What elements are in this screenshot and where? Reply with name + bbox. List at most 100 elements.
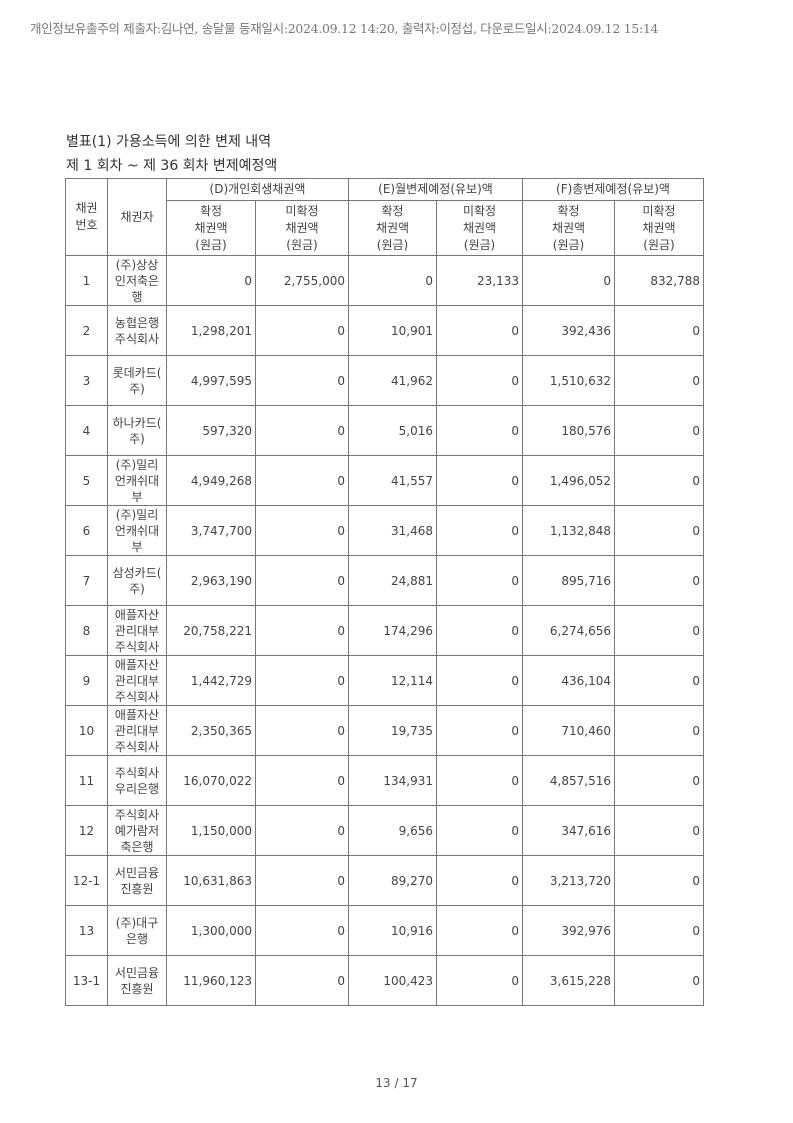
- creditor-number-cell: 6: [65, 505, 108, 556]
- creditor-name-cell: 농협은행 주식회사: [107, 305, 167, 356]
- amount-cell: 710,460: [522, 705, 615, 756]
- amount-cell: 0: [614, 605, 704, 656]
- amount-cell: 0: [436, 755, 523, 806]
- amount-cell: 0: [614, 705, 704, 756]
- creditor-name-cell: 하나카드( 주): [107, 405, 167, 456]
- creditor-name-cell: 롯데카드( 주): [107, 355, 167, 406]
- header-group-e: (E)월변제예정(유보)액: [348, 178, 523, 201]
- amount-cell: 180,576: [522, 405, 615, 456]
- amount-cell: 436,104: [522, 655, 615, 706]
- creditor-number-cell: 13: [65, 905, 108, 956]
- creditor-name-cell: (주)밀리 언캐쉬대 부: [107, 505, 167, 556]
- header-creditor: 채권자: [107, 178, 167, 256]
- amount-cell: 0: [348, 255, 437, 306]
- creditor-number-cell: 8: [65, 605, 108, 656]
- amount-cell: 0: [436, 905, 523, 956]
- amount-cell: 0: [614, 455, 704, 506]
- amount-cell: 0: [255, 855, 349, 906]
- amount-cell: 597,320: [166, 405, 256, 456]
- amount-cell: 4,997,595: [166, 355, 256, 406]
- amount-cell: 0: [614, 355, 704, 406]
- table-row: 10 애플자산 관리대부 주식회사 2,350,365 0 19,735 0 710,460…: [65, 705, 704, 756]
- amount-cell: 2,963,190: [166, 555, 256, 606]
- amount-cell: 0: [255, 455, 349, 506]
- amount-cell: 0: [436, 805, 523, 856]
- amount-cell: 0: [255, 905, 349, 956]
- creditor-number-cell: 4: [65, 405, 108, 456]
- table-row: 13 (주)대구 은행 1,300,000 0 10,916 0 392,976 0: [65, 905, 704, 956]
- amount-cell: 0: [255, 405, 349, 456]
- amount-cell: 1,510,632: [522, 355, 615, 406]
- amount-cell: 0: [255, 805, 349, 856]
- amount-cell: 1,442,729: [166, 655, 256, 706]
- creditor-name-cell: (주)상상 인저축은 행: [107, 255, 167, 306]
- creditor-number-cell: 7: [65, 555, 108, 606]
- table-row: 6 (주)밀리 언캐쉬대 부 3,747,700 0 31,468 0 1,132,848 0: [65, 505, 704, 556]
- header-unconfirmed: 미확정 채권액 (원금): [255, 200, 349, 256]
- amount-cell: 4,949,268: [166, 455, 256, 506]
- amount-cell: 0: [255, 955, 349, 1006]
- amount-cell: 0: [436, 505, 523, 556]
- amount-cell: 11,960,123: [166, 955, 256, 1006]
- amount-cell: 3,213,720: [522, 855, 615, 906]
- amount-cell: 0: [614, 655, 704, 706]
- amount-cell: 2,350,365: [166, 705, 256, 756]
- creditor-number-cell: 11: [65, 755, 108, 806]
- creditor-number-cell: 5: [65, 455, 108, 506]
- amount-cell: 23,133: [436, 255, 523, 306]
- amount-cell: 4,857,516: [522, 755, 615, 806]
- table-row: 3 롯데카드( 주) 4,997,595 0 41,962 0 1,510,632 0: [65, 355, 704, 406]
- amount-cell: 0: [255, 705, 349, 756]
- creditor-number-cell: 3: [65, 355, 108, 406]
- amount-cell: 0: [436, 705, 523, 756]
- amount-cell: 0: [614, 855, 704, 906]
- amount-cell: 0: [436, 855, 523, 906]
- header-creditor-number: 채권 번호: [65, 178, 108, 256]
- amount-cell: 10,916: [348, 905, 437, 956]
- amount-cell: 0: [436, 455, 523, 506]
- repayment-table: 채권 번호 채권자 (D)개인회생채권액 (E)월변제예정(유보)액 (F)총변…: [65, 178, 704, 1006]
- document-subtitle: 제 1 회차 ~ 제 36 회차 변제예정액: [66, 158, 278, 174]
- amount-cell: 0: [614, 305, 704, 356]
- amount-cell: 0: [166, 255, 256, 306]
- amount-cell: 0: [255, 655, 349, 706]
- amount-cell: 0: [614, 555, 704, 606]
- amount-cell: 895,716: [522, 555, 615, 606]
- table-row: 12 주식회사 예가람저 축은행 1,150,000 0 9,656 0 347,616 0: [65, 805, 704, 856]
- amount-cell: 3,747,700: [166, 505, 256, 556]
- amount-cell: 31,468: [348, 505, 437, 556]
- creditor-number-cell: 12-1: [65, 855, 108, 906]
- creditor-number-cell: 1: [65, 255, 108, 306]
- amount-cell: 1,298,201: [166, 305, 256, 356]
- header-group-f: (F)총변제예정(유보)액: [522, 178, 704, 201]
- amount-cell: 832,788: [614, 255, 704, 306]
- table-row: 5 (주)밀리 언캐쉬대 부 4,949,268 0 41,557 0 1,496,052 0: [65, 455, 704, 506]
- amount-cell: 0: [614, 905, 704, 956]
- amount-cell: 41,962: [348, 355, 437, 406]
- creditor-name-cell: (주)밀리 언캐쉬대 부: [107, 455, 167, 506]
- amount-cell: 0: [436, 605, 523, 656]
- creditor-name-cell: 서민금융 진흥원: [107, 855, 167, 906]
- creditor-name-cell: 주식회사 예가람저 축은행: [107, 805, 167, 856]
- creditor-name-cell: 서민금융 진흥원: [107, 955, 167, 1006]
- table-row: 2 농협은행 주식회사 1,298,201 0 10,901 0 392,436 0: [65, 305, 704, 356]
- amount-cell: 0: [436, 355, 523, 406]
- amount-cell: 0: [255, 755, 349, 806]
- table-row: 1 (주)상상 인저축은 행 0 2,755,000 0 23,133 0 832,788: [65, 255, 704, 306]
- amount-cell: 0: [436, 655, 523, 706]
- amount-cell: 0: [614, 405, 704, 456]
- amount-cell: 20,758,221: [166, 605, 256, 656]
- page-number: 13 / 17: [375, 1076, 418, 1090]
- table-row: 4 하나카드( 주) 597,320 0 5,016 0 180,576 0: [65, 405, 704, 456]
- watermark-header: 개인정보유출주의 제출자:김나연, 송달물 등재일시:2024.09.12 14…: [30, 21, 659, 36]
- creditor-name-cell: (주)대구 은행: [107, 905, 167, 956]
- creditor-name-cell: 애플자산 관리대부 주식회사: [107, 705, 167, 756]
- amount-cell: 3,615,228: [522, 955, 615, 1006]
- amount-cell: 19,735: [348, 705, 437, 756]
- amount-cell: 0: [436, 305, 523, 356]
- amount-cell: 1,132,848: [522, 505, 615, 556]
- amount-cell: 16,070,022: [166, 755, 256, 806]
- creditor-number-cell: 2: [65, 305, 108, 356]
- creditor-name-cell: 애플자산 관리대부 주식회사: [107, 605, 167, 656]
- amount-cell: 100,423: [348, 955, 437, 1006]
